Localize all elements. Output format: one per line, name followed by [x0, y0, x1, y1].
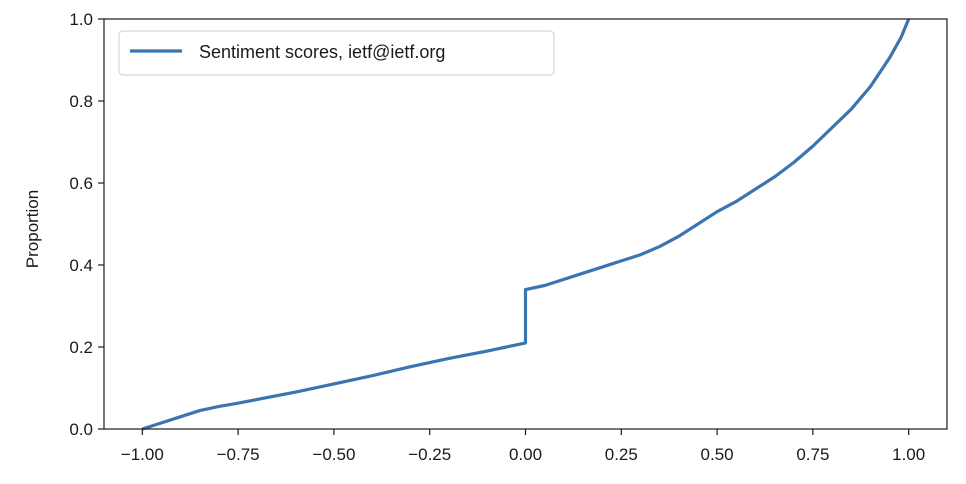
x-tick-label: 0.25	[605, 445, 638, 464]
x-tick-label: 0.00	[509, 445, 542, 464]
y-axis-label: Proportion	[23, 190, 42, 268]
x-tick-label: −1.00	[121, 445, 164, 464]
x-tick-label: 0.75	[796, 445, 829, 464]
x-tick-label: 0.50	[701, 445, 734, 464]
y-tick-label: 0.6	[69, 174, 93, 193]
x-axis: −1.00 −0.75 −0.50 −0.25 0.00 0.25 0.50 0.75 1.00	[121, 429, 925, 464]
y-tick-label: 1.0	[69, 10, 93, 29]
plot-area	[103, 18, 948, 431]
y-axis: 0.0 0.2 0.4 0.6 0.8 1.0	[69, 10, 104, 439]
plot-frame	[103, 18, 948, 430]
x-tick-label: 1.00	[892, 445, 925, 464]
y-tick-label: 0.4	[69, 256, 93, 275]
legend-label: Sentiment scores, ietf@ietf.org	[199, 42, 445, 62]
legend-box	[118, 30, 555, 76]
y-tick-label: 0.0	[69, 420, 93, 439]
series-line	[141, 18, 911, 431]
legend: Sentiment scores, ietf@ietf.org	[118, 30, 555, 76]
x-tick-label: −0.75	[217, 445, 260, 464]
y-tick-label: 0.2	[69, 338, 93, 357]
x-tick-label: −0.25	[408, 445, 451, 464]
x-tick-label: −0.50	[312, 445, 355, 464]
y-tick-label: 0.8	[69, 92, 93, 111]
